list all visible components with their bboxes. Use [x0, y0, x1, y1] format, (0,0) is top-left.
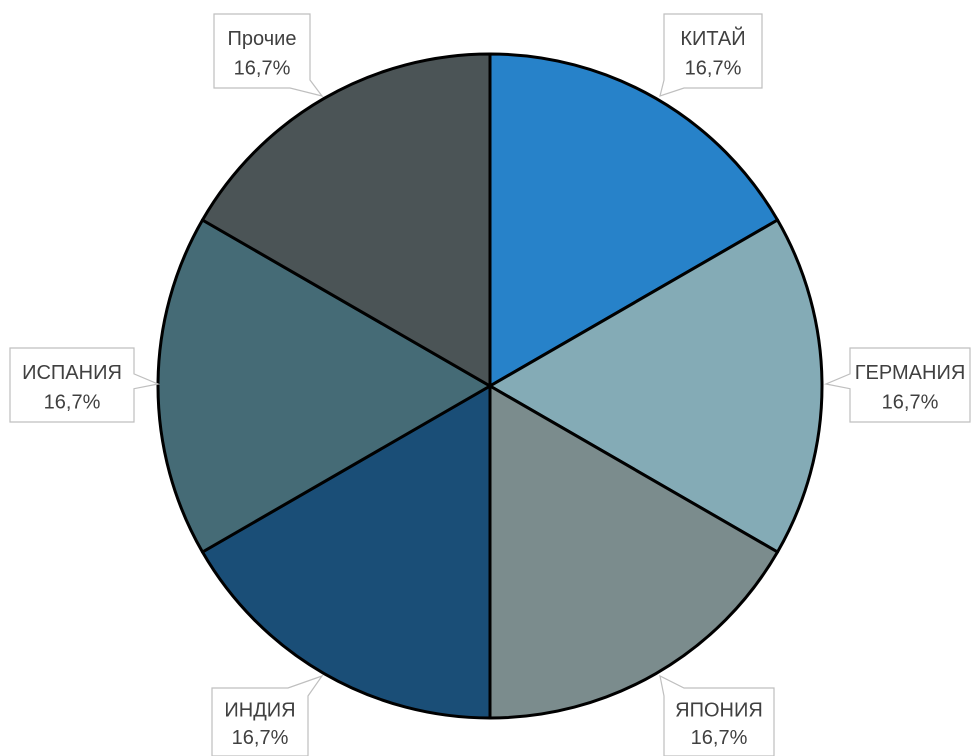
slice-value-2: 16,7%: [882, 392, 939, 414]
slice-value-6: 16,7%: [234, 58, 291, 80]
data-label-3: ЯПОНИЯ 16,7%: [659, 674, 775, 756]
data-label-2: ГЕРМАНИЯ 16,7%: [823, 347, 971, 423]
slice-value-3: 16,7%: [691, 727, 748, 749]
slice-label-3: ЯПОНИЯ: [675, 700, 763, 722]
data-label-callouts: КИТАЙ 16,7% ГЕРМАНИЯ 16,7% ЯПОНИЯ 16,7% ИНДИЯ 1…: [9, 13, 971, 756]
callout-box-3: [659, 674, 775, 756]
slice-label-2: ГЕРМАНИЯ: [855, 362, 966, 384]
pie-slice-3: [488, 384, 780, 720]
slice-value-1: 16,7%: [685, 58, 742, 80]
callout-box-2: [823, 347, 971, 423]
data-label-6: Прочие 16,7%: [213, 13, 324, 97]
slice-label-1: КИТАЙ: [680, 26, 745, 50]
pie-slice-2: [488, 218, 824, 554]
pie-slice-6: [200, 52, 492, 388]
callout-box-4: [211, 674, 324, 756]
slice-label-4: ИНДИЯ: [224, 700, 295, 722]
slice-label-5: ИСПАНИЯ: [22, 362, 122, 384]
data-label-1: КИТАЙ 16,7%: [659, 13, 763, 97]
pie-slice-4: [200, 384, 492, 720]
slice-value-5: 16,7%: [44, 392, 101, 414]
pie-slices: [156, 52, 824, 720]
callout-box-1: [659, 13, 763, 97]
slice-value-4: 16,7%: [232, 727, 289, 749]
pie-slice-5: [156, 218, 492, 554]
slice-label-6: Прочие: [228, 28, 297, 50]
pie-slice-1: [488, 52, 780, 388]
data-label-5: ИСПАНИЯ 16,7%: [9, 347, 161, 423]
callout-box-6: [213, 13, 324, 97]
callout-box-5: [9, 347, 161, 423]
data-label-4: ИНДИЯ 16,7%: [211, 674, 324, 756]
